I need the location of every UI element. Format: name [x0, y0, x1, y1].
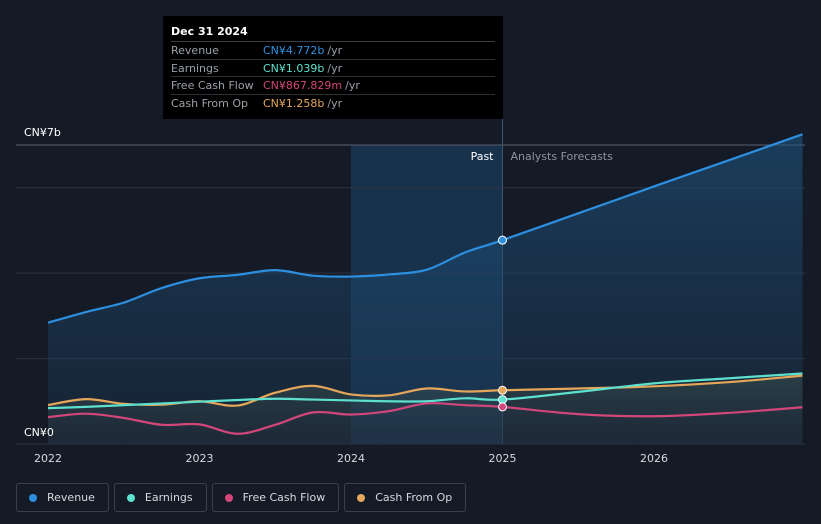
- tooltip-row-cash-from-op: Cash From Op CN¥1.258b /yr: [171, 95, 495, 113]
- free-cash-flow-marker: [498, 402, 507, 412]
- tooltip-value: CN¥4.772b: [263, 44, 325, 57]
- x-tick-label: 2025: [489, 452, 517, 465]
- legend-item-free-cash-flow[interactable]: Free Cash Flow: [211, 483, 340, 512]
- tooltip-date: Dec 31 2024: [171, 23, 495, 42]
- legend-item-revenue[interactable]: Revenue: [16, 483, 109, 512]
- legend-label: Free Cash Flow: [242, 491, 326, 504]
- legend-label: Cash From Op: [375, 491, 453, 504]
- free-cash-flow-dot-icon: [224, 493, 233, 502]
- legend-label: Earnings: [144, 491, 193, 504]
- earnings-dot-icon: [126, 493, 135, 502]
- forecast-label: Analysts Forecasts: [511, 150, 614, 163]
- tooltip-value: CN¥1.039b: [263, 61, 325, 75]
- x-tick-label: 2024: [337, 452, 365, 465]
- revenue-dot-icon: [29, 493, 37, 502]
- chart-legend: Revenue Earnings Free Cash Flow Cash Fro…: [16, 483, 467, 512]
- data-tooltip: Dec 31 2024 Revenue CN¥4.772b /yr Earnin…: [163, 16, 503, 119]
- tooltip-label: Free Cash Flow: [171, 79, 254, 92]
- free-cash-flow-line: [47, 402, 803, 435]
- cash-from-op-area: [48, 375, 803, 444]
- revenue-area: [48, 134, 803, 445]
- x-tick-label: 2023: [186, 452, 214, 465]
- revenue-line: [47, 133, 803, 324]
- tooltip-unit: /yr: [345, 79, 360, 92]
- tooltip-label: Revenue: [171, 44, 219, 57]
- tooltip-row-free-cash-flow: Free Cash Flow CN¥867.829m /yr: [171, 77, 495, 95]
- y-axis-top-label: CN¥7b: [24, 126, 61, 139]
- tooltip-label: Earnings: [171, 61, 219, 75]
- legend-label: Revenue: [47, 491, 95, 504]
- tooltip-label: Cash From Op: [171, 96, 249, 110]
- x-tick-label: 2026: [640, 452, 668, 465]
- y-axis-bottom-label: CN¥0: [24, 426, 54, 439]
- x-tick-label: 2022: [34, 452, 62, 465]
- tooltip-value: CN¥867.829m: [263, 79, 343, 92]
- tooltip-unit: /yr: [327, 61, 343, 75]
- past-label: Past: [471, 150, 495, 163]
- earnings-marker: [498, 395, 507, 405]
- tooltip-row-earnings: Earnings CN¥1.039b /yr: [171, 60, 495, 77]
- tooltip-unit: /yr: [327, 96, 343, 110]
- cash-from-op-dot-icon: [357, 493, 366, 502]
- tooltip-value: CN¥1.258b: [263, 96, 325, 110]
- cash-from-op-marker: [498, 385, 507, 395]
- tooltip-row-revenue: Revenue CN¥4.772b /yr: [171, 42, 495, 60]
- tooltip-unit: /yr: [327, 44, 343, 57]
- earnings-line: [47, 372, 803, 410]
- legend-item-cash-from-op[interactable]: Cash From Op: [344, 483, 467, 512]
- revenue-marker: [498, 235, 507, 245]
- legend-item-earnings[interactable]: Earnings: [113, 483, 207, 512]
